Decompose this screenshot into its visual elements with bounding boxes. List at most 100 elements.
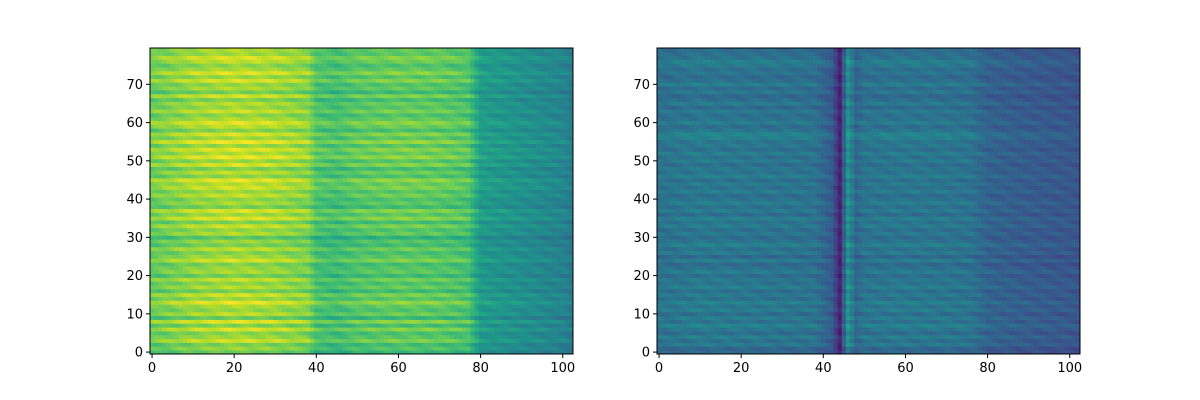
heatmap-cell [474, 239, 479, 244]
heatmap-cell [150, 204, 155, 209]
heatmap-cell [462, 266, 467, 271]
heatmap-cell [310, 181, 315, 187]
heatmap-cell [564, 231, 570, 236]
heatmap-cell [248, 269, 254, 275]
heatmap-cell [244, 258, 249, 263]
heatmap-cell [458, 334, 463, 340]
heatmap-cell [462, 170, 467, 175]
heatmap-cell [182, 220, 188, 225]
heatmap-cell [388, 201, 393, 206]
heatmap-cell [215, 323, 221, 328]
heatmap-cell [367, 197, 373, 202]
heatmap-cell [326, 311, 332, 317]
heatmap-cell [244, 285, 249, 290]
heatmap-cell [178, 334, 184, 340]
heatmap-cell [186, 273, 192, 278]
heatmap-cell [314, 266, 319, 271]
heatmap-cell [515, 193, 520, 198]
heatmap-cell [388, 277, 393, 282]
heatmap-cell [359, 185, 364, 190]
heatmap-cell [355, 181, 360, 187]
heatmap-cell [297, 185, 303, 190]
heatmap-cell [293, 223, 299, 229]
heatmap-cell [260, 220, 266, 225]
heatmap-cell [293, 243, 299, 248]
heatmap-cell [433, 300, 438, 305]
heatmap-cell [404, 292, 410, 297]
heatmap-cell [359, 201, 364, 206]
heatmap-cell [301, 308, 307, 313]
heatmap-cell [494, 266, 500, 271]
heatmap-cell [494, 315, 500, 320]
heatmap-cell [203, 258, 208, 263]
heatmap-cell [277, 342, 282, 347]
heatmap-cell [211, 204, 217, 209]
heatmap-cell [318, 254, 323, 259]
heatmap-cell [162, 220, 167, 225]
heatmap-cell [544, 204, 549, 209]
heatmap-cell [363, 181, 369, 187]
heatmap-cell [560, 269, 566, 275]
heatmap-cell [182, 208, 188, 213]
heatmap-cell [215, 311, 221, 317]
heatmap-cell [404, 239, 410, 244]
heatmap-cell [203, 262, 208, 267]
heatmap-cell [511, 315, 516, 320]
heatmap-cell [462, 323, 467, 328]
heatmap-cell [306, 266, 311, 271]
heatmap-cell [178, 323, 184, 328]
heatmap-cell [269, 331, 274, 336]
heatmap-cell [236, 243, 241, 248]
heatmap-cell [186, 308, 192, 313]
heatmap-cell [507, 338, 512, 343]
heatmap-cell [310, 308, 315, 313]
heatmap-cell [449, 323, 455, 328]
heatmap-cell [347, 308, 352, 313]
heatmap-cell [466, 250, 471, 255]
heatmap-cell [326, 258, 332, 263]
heatmap-cell [392, 273, 397, 278]
heatmap-cell [441, 262, 447, 267]
heatmap-cell [281, 208, 286, 213]
heatmap-cell [466, 201, 471, 206]
heatmap-cell [199, 331, 204, 336]
heatmap-cell [199, 246, 204, 252]
heatmap-cell [441, 273, 447, 278]
heatmap-cell [400, 258, 405, 263]
heatmap-cell [445, 185, 451, 190]
heatmap-cell [195, 243, 200, 248]
heatmap-cell [150, 166, 155, 171]
heatmap-cell [379, 350, 385, 355]
heatmap-cell [375, 227, 381, 232]
heatmap-cell [560, 323, 566, 328]
heatmap-cell [248, 178, 254, 183]
heatmap-cell [301, 170, 307, 175]
heatmap-cell [195, 246, 200, 252]
heatmap-cell [158, 208, 163, 213]
heatmap-cell [289, 178, 295, 183]
heatmap-cell [458, 308, 463, 313]
heatmap-cell [277, 231, 282, 236]
heatmap-cell [384, 235, 389, 240]
heatmap-cell [482, 315, 488, 320]
heatmap-cell [375, 315, 381, 320]
heatmap-cell [318, 166, 323, 171]
heatmap-cell [408, 338, 414, 343]
heatmap-cell [490, 258, 496, 263]
heatmap-cell [355, 174, 360, 179]
heatmap-cell [256, 308, 262, 313]
heatmap-cell [482, 204, 488, 209]
heatmap-cell [211, 334, 217, 340]
heatmap-cell [408, 208, 414, 213]
heatmap-cell [421, 300, 426, 305]
heatmap-cell [301, 258, 307, 263]
heatmap-cell [191, 300, 196, 305]
heatmap-cell [162, 281, 167, 286]
heatmap-cell [182, 311, 188, 317]
heatmap-cell [408, 327, 414, 332]
heatmap-cell [449, 216, 455, 221]
heatmap-cell [490, 227, 496, 232]
heatmap-cell [244, 185, 249, 190]
heatmap-cell [458, 250, 463, 255]
heatmap-cell [540, 227, 545, 232]
